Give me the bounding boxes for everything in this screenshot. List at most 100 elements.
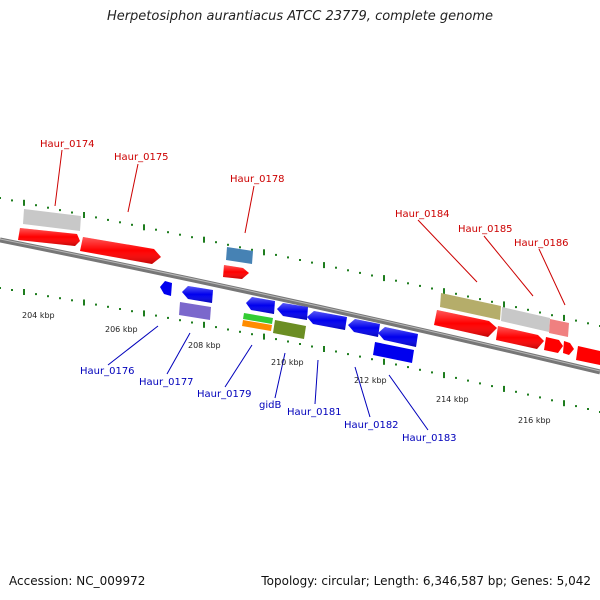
feature-haur-0179-rna-2[interactable] — [242, 320, 272, 331]
outer-tick-major — [383, 275, 385, 282]
feature-haur-0185-cds[interactable] — [496, 326, 544, 349]
outer-tick-minor — [107, 218, 109, 221]
outer-tick-major — [83, 212, 85, 218]
feature-gidb-cds[interactable] — [277, 303, 308, 320]
outer-tick-major — [323, 262, 325, 269]
outer-tick-minor — [395, 279, 397, 282]
outer-tick-minor — [431, 287, 433, 290]
outer-tick-minor — [95, 216, 97, 219]
feature-haur-0182-cds[interactable] — [348, 319, 380, 337]
inner-tick-minor — [575, 405, 577, 408]
outer-tick-minor — [239, 246, 241, 249]
feature-haur-0175-cds[interactable] — [80, 237, 161, 264]
outer-tick-minor — [251, 248, 253, 251]
feature-gidb-gene[interactable] — [273, 320, 306, 339]
inner-tick-minor — [119, 308, 121, 310]
inner-tick-major — [203, 321, 205, 328]
feature-haur-0174-gene[interactable] — [23, 209, 81, 231]
gene-label-haur-0176[interactable]: Haur_0176 — [80, 366, 135, 377]
gene-label-haur-0178[interactable]: Haur_0178 — [230, 174, 285, 185]
feature-next-cds[interactable] — [576, 346, 600, 365]
gene-label-haur-0177[interactable]: Haur_0177 — [139, 377, 194, 388]
outer-tick-minor — [215, 241, 217, 244]
outer-tick-minor — [179, 233, 181, 236]
feature-haur-0176-cds[interactable] — [160, 281, 172, 296]
outer-tick-minor — [131, 223, 133, 226]
outer-tick-minor — [371, 274, 373, 277]
gene-label-haur-0174[interactable]: Haur_0174 — [40, 139, 95, 150]
outer-tick-ring — [0, 197, 600, 327]
outer-tick-major — [143, 224, 145, 231]
outer-tick-minor — [467, 295, 469, 298]
inner-tick-major — [323, 346, 325, 352]
inner-tick-minor — [551, 399, 553, 402]
gene-label-haur-0179[interactable]: Haur_0179 — [197, 389, 252, 400]
outer-tick-minor — [515, 306, 517, 309]
inner-tick-minor — [491, 385, 493, 388]
outer-tick-major — [503, 301, 505, 308]
inner-tick-minor — [191, 321, 193, 324]
gene-label-haur-0175[interactable]: Haur_0175 — [114, 152, 169, 163]
feature-haur-0174-cds[interactable] — [18, 228, 80, 246]
gene-label-haur-0184[interactable]: Haur_0184 — [395, 209, 450, 220]
outer-tick-minor — [491, 300, 493, 303]
map-title: Herpetosiphon aurantiacus ATCC 23779, co… — [106, 9, 494, 24]
feature-haur-0183-cds[interactable] — [378, 327, 418, 347]
inner-tick-minor — [47, 295, 49, 298]
inner-tick-minor — [515, 390, 517, 393]
outer-tick-minor — [479, 298, 481, 301]
inner-tick-minor — [35, 293, 37, 296]
inner-tick-minor — [479, 382, 481, 385]
outer-tick-minor — [311, 261, 313, 264]
gene-label-haur-0186[interactable]: Haur_0186 — [514, 238, 569, 249]
gene-label-haur-0183[interactable]: Haur_0183 — [402, 433, 457, 444]
inner-tick-minor — [287, 340, 289, 343]
inner-tick-minor — [467, 379, 469, 382]
feature-haur-0177-gene[interactable] — [179, 302, 211, 320]
gene-label-haur-0185[interactable]: Haur_0185 — [458, 224, 513, 235]
outer-ticks — [0, 197, 600, 327]
outer-tick-minor — [587, 322, 589, 325]
gene-label-gidb[interactable]: gidB — [259, 400, 281, 411]
outer-tick-minor — [335, 266, 337, 269]
feature-haur-0186-gene[interactable] — [549, 319, 569, 337]
feature-haur-0184-cds[interactable] — [434, 310, 497, 337]
feature-haur-0178-cds[interactable] — [223, 265, 249, 279]
inner-tick-minor — [95, 303, 97, 306]
feature-haur-0185-gene[interactable] — [501, 307, 550, 332]
inner-tick-minor — [59, 297, 61, 300]
outer-tick-minor — [119, 221, 121, 224]
outer-tick-minor — [155, 228, 157, 231]
gene-label-haur-0181[interactable]: Haur_0181 — [287, 407, 342, 418]
feature-haur-0184-gene[interactable] — [440, 293, 501, 320]
feature-haur-0186-cds[interactable] — [544, 337, 574, 355]
inner-tick-minor — [215, 326, 217, 329]
inner-tick-major — [383, 358, 385, 365]
inner-tick-minor — [527, 393, 529, 396]
feature-haur-0181-cds[interactable] — [307, 311, 347, 330]
feature-haur-0177-cds[interactable] — [182, 286, 213, 303]
outer-tick-minor — [275, 253, 277, 256]
outer-tick-minor — [299, 259, 301, 261]
inner-tick-minor — [311, 345, 313, 348]
feature-haur-0178-gene[interactable] — [226, 247, 253, 264]
inner-tick-minor — [587, 408, 589, 410]
outer-tick-major — [263, 249, 265, 256]
feature-haur-0179-cds[interactable] — [246, 297, 275, 314]
inner-tick-minor — [395, 363, 397, 366]
outer-tick-minor — [227, 243, 229, 246]
inner-tick-minor — [419, 368, 421, 371]
feature-haur-0183-gene[interactable] — [373, 342, 414, 363]
position-label-206kbp: 206 kbp — [105, 325, 138, 334]
position-label-212kbp: 212 kbp — [354, 376, 387, 385]
outer-tick-minor — [11, 199, 13, 202]
feature-haur-0179-rna-1[interactable] — [243, 313, 273, 324]
outer-tick-minor — [419, 284, 421, 287]
inner-tick-minor — [239, 330, 241, 333]
gene-label-haur-0182[interactable]: Haur_0182 — [344, 420, 399, 431]
genome-summary-text: Topology: circular; Length: 6,346,587 bp… — [261, 574, 591, 588]
label-leader-lines — [54, 149, 566, 431]
outer-tick-minor — [71, 211, 73, 214]
outer-tick-minor — [0, 197, 1, 199]
